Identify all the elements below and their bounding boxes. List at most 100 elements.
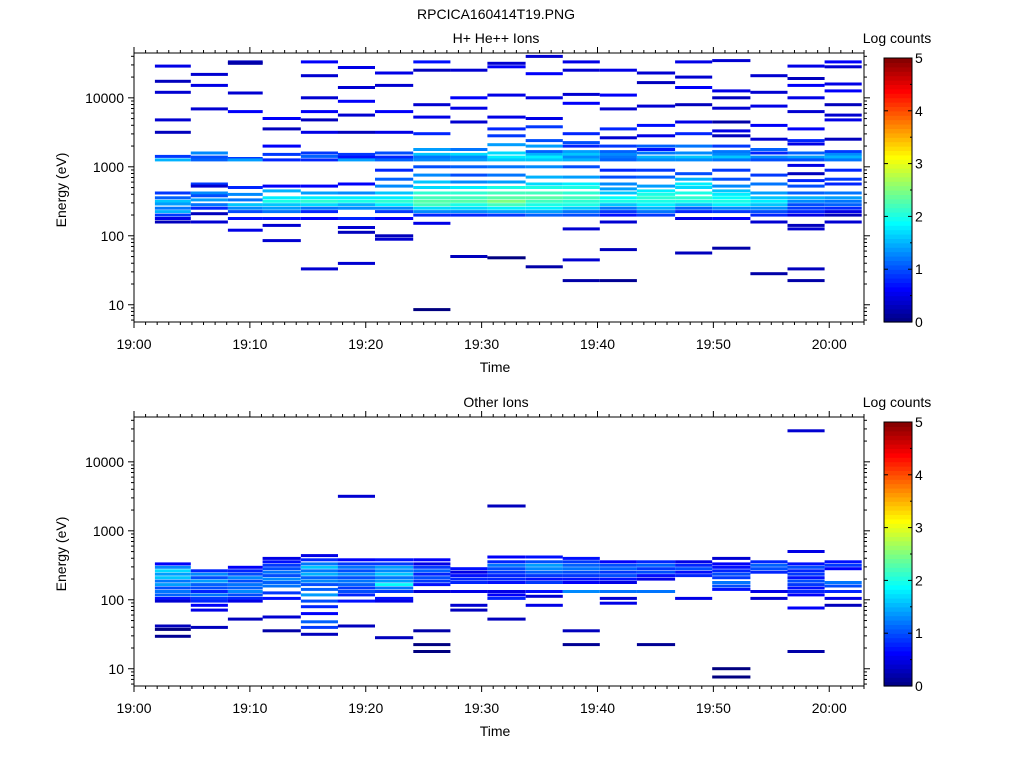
spectrogram-cell bbox=[712, 587, 751, 591]
colorbar-swatch bbox=[884, 313, 912, 319]
colorbar-swatch bbox=[884, 119, 912, 125]
x-tick-label: 20:00 bbox=[812, 700, 847, 716]
spectrogram-cell bbox=[824, 584, 862, 588]
spectrogram-cell bbox=[337, 569, 375, 573]
spectrogram-cell bbox=[636, 144, 676, 148]
colorbar-swatch bbox=[884, 282, 912, 288]
spectrogram-cell bbox=[450, 206, 488, 210]
spectrogram-cell bbox=[154, 118, 191, 122]
spectrogram-cell bbox=[824, 596, 862, 600]
spectrogram-cell bbox=[525, 570, 563, 574]
spectrogram-cell bbox=[413, 579, 451, 583]
spectrogram-cell bbox=[712, 134, 751, 138]
spectrogram-cell bbox=[300, 612, 338, 616]
spectrogram-cell bbox=[262, 144, 301, 148]
spectrogram-cell bbox=[599, 596, 637, 600]
spectrogram-cell bbox=[824, 220, 862, 224]
colorbar-swatch bbox=[884, 659, 912, 665]
spectrogram-cell bbox=[675, 203, 713, 207]
colorbar-swatch bbox=[884, 483, 912, 489]
spectrogram-cell bbox=[562, 92, 600, 96]
spectrogram-cell bbox=[337, 572, 375, 576]
spectrogram-cell bbox=[636, 567, 676, 571]
colorbar-swatch bbox=[884, 159, 912, 165]
colorbar-tick-label: 4 bbox=[915, 467, 923, 483]
colorbar-swatch bbox=[884, 501, 912, 507]
spectrogram-cell bbox=[413, 590, 451, 593]
spectrogram-cell bbox=[787, 206, 825, 210]
spectrogram-cell bbox=[525, 54, 563, 58]
x-tick-label: 19:50 bbox=[696, 336, 731, 352]
spectrogram-cell bbox=[413, 180, 451, 184]
spectrogram-cell bbox=[787, 203, 825, 207]
spectrogram-cell bbox=[300, 632, 338, 636]
spectrogram-cell bbox=[712, 120, 751, 124]
spectrogram-cell bbox=[227, 228, 263, 232]
spectrogram-cell bbox=[750, 104, 788, 108]
spectrogram-cell bbox=[487, 596, 526, 600]
colorbar-swatch bbox=[884, 185, 912, 191]
spectrogram-cell bbox=[787, 213, 825, 217]
spectrogram-cell bbox=[712, 189, 751, 193]
colorbar-swatch bbox=[884, 448, 912, 454]
spectrogram-cell bbox=[300, 130, 338, 134]
spectrogram-cell bbox=[300, 154, 338, 158]
spectrogram-cell bbox=[675, 567, 713, 571]
x-tick-label: 19:40 bbox=[580, 336, 615, 352]
spectrogram-cell bbox=[750, 173, 788, 177]
colorbar-swatch bbox=[884, 93, 912, 99]
spectrogram-cell bbox=[487, 173, 526, 177]
spectrogram-cell bbox=[750, 196, 788, 200]
spectrogram-cell bbox=[262, 629, 301, 633]
spectrogram-cell bbox=[750, 158, 788, 162]
colorbar-swatch bbox=[884, 124, 912, 129]
spectrogram-cell bbox=[227, 110, 263, 114]
spectrogram-cell bbox=[750, 155, 788, 159]
spectrogram-cell bbox=[375, 155, 414, 159]
colorbar-swatch bbox=[884, 439, 912, 445]
colorbar-swatch bbox=[884, 300, 912, 305]
spectrogram-cell bbox=[750, 199, 788, 203]
spectrogram-cell bbox=[636, 71, 676, 75]
spectrogram-cell bbox=[750, 182, 788, 186]
spectrogram-cell bbox=[190, 191, 228, 195]
colorbar-swatch bbox=[884, 435, 912, 441]
spectrogram-cell bbox=[450, 590, 488, 593]
spectrogram-cell bbox=[824, 213, 862, 217]
colorbar-swatch bbox=[884, 172, 912, 178]
spectrogram-cell bbox=[599, 168, 637, 172]
spectrogram-cell bbox=[154, 90, 191, 94]
spectrogram-cell bbox=[787, 77, 825, 80]
x-tick-label: 19:30 bbox=[464, 336, 499, 352]
spectrogram-cell bbox=[375, 217, 414, 220]
spectrogram-cell bbox=[450, 148, 488, 151]
spectrogram-cell bbox=[337, 199, 375, 203]
spectrogram-cell bbox=[712, 556, 751, 560]
spectrogram-cell bbox=[375, 184, 414, 188]
spectrogram-cell bbox=[525, 139, 563, 143]
spectrogram-cell bbox=[262, 581, 301, 584]
colorbar-swatch bbox=[884, 466, 912, 471]
spectrogram-cell bbox=[525, 594, 563, 598]
colorbar-swatch bbox=[884, 624, 912, 630]
y-tick-label: 1000 bbox=[93, 523, 124, 539]
spectrogram-cell bbox=[487, 180, 526, 184]
spectrogram-cell bbox=[375, 83, 414, 87]
spectrogram-cell bbox=[525, 96, 563, 100]
spectrogram-cell bbox=[599, 127, 637, 131]
spectrogram-cell bbox=[300, 110, 338, 114]
spectrogram-cell bbox=[262, 560, 301, 564]
spectrogram-cell bbox=[337, 191, 375, 195]
spectrogram-cell bbox=[154, 627, 191, 631]
spectrogram-cell bbox=[750, 570, 788, 574]
x-tick-label: 19:10 bbox=[232, 700, 267, 716]
colorbar-swatch bbox=[884, 260, 912, 266]
spectrogram-cell bbox=[712, 89, 751, 93]
spectrogram-cell bbox=[413, 203, 451, 207]
spectrogram-cell bbox=[262, 567, 301, 571]
spectrogram-cell bbox=[562, 574, 600, 578]
spectrogram-cell bbox=[787, 590, 825, 593]
spectrogram-cell bbox=[487, 165, 526, 169]
y-tick-label: 10 bbox=[108, 297, 124, 313]
spectrogram-cell bbox=[787, 279, 825, 283]
